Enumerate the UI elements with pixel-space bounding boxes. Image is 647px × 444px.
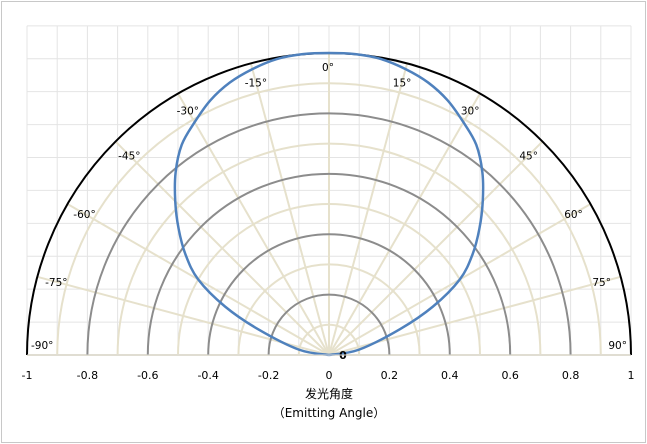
major-ring	[267, 293, 391, 356]
x-axis: -1 -0.8 -0.6 -0.4 -0.2 0 0.2 0.4 0.6 0.8 1	[22, 354, 635, 382]
angle-label: 75°	[592, 277, 611, 289]
x-tick-label: -0.4	[197, 369, 218, 382]
major-ring	[146, 172, 512, 356]
x-tick-label: -1	[22, 369, 33, 382]
x-axis-subtitle: （Emitting Angle）	[273, 406, 386, 420]
x-tick-label: 0.8	[562, 369, 580, 382]
angle-label: 45°	[519, 150, 538, 162]
x-tick-label: 1	[628, 369, 635, 382]
angle-label: -15°	[245, 77, 267, 89]
angle-spoke	[328, 92, 481, 356]
x-tick-label: 0.2	[381, 369, 399, 382]
series-line	[173, 51, 485, 357]
angle-label: 0°	[322, 62, 334, 74]
angle-label: -45°	[118, 150, 140, 162]
angle-label: -30°	[177, 106, 199, 118]
angle-spoke	[328, 63, 409, 356]
angle-label: -60°	[73, 209, 95, 221]
angle-spoke	[177, 92, 330, 356]
angle-label: 90°	[608, 340, 627, 352]
x-tick-label: 0.4	[441, 369, 459, 382]
x-tick-label: -0.2	[258, 369, 279, 382]
x-tick-label: -0.8	[77, 369, 98, 382]
x-tick-label: 0.6	[501, 369, 519, 382]
x-axis-title: 发光角度	[305, 386, 353, 401]
angle-label: -75°	[45, 277, 67, 289]
x-tick-label: -0.6	[137, 369, 158, 382]
angle-spoke	[249, 63, 330, 356]
major-rings	[86, 112, 572, 356]
minor-grid	[27, 53, 631, 356]
angle-spoke	[114, 140, 330, 356]
angle-label: 15°	[393, 77, 412, 89]
major-ring	[207, 233, 451, 356]
angle-labels: -90° -75° -60° -45° -30° -15° 0° 15° 30° 45° 60° 75…	[31, 62, 627, 362]
angle-label: 60°	[564, 209, 583, 221]
series-layer	[173, 51, 485, 357]
angle-label: -90°	[31, 340, 53, 352]
angle-spoke	[328, 140, 544, 356]
x-tick-label: 0	[326, 369, 333, 382]
major-ring	[86, 112, 572, 356]
angle-label: 30°	[461, 106, 480, 118]
